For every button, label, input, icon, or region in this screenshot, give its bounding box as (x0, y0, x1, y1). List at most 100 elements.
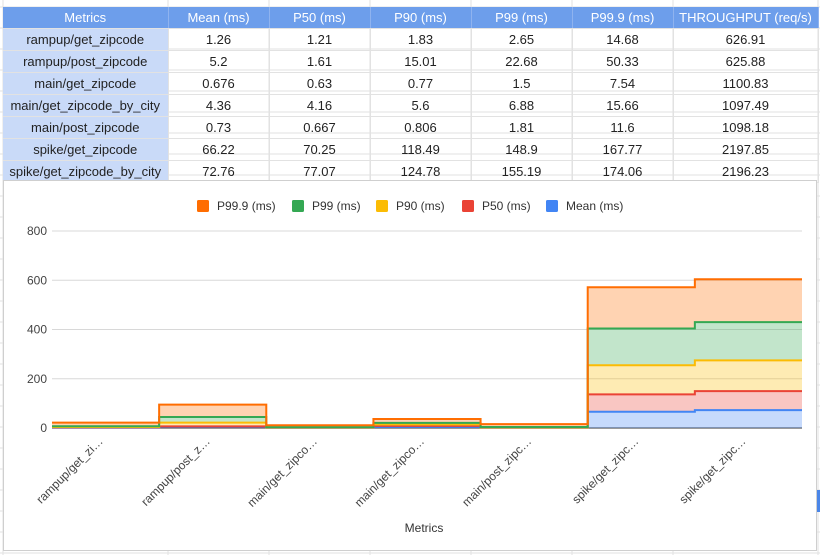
legend-swatch (292, 200, 304, 212)
value-cell[interactable]: 4.16 (269, 94, 371, 117)
value-cell[interactable]: 626.91 (673, 28, 819, 51)
value-cell[interactable]: 0.73 (168, 116, 270, 139)
value-cell[interactable]: 148.9 (471, 138, 573, 161)
value-cell[interactable]: 50.33 (572, 50, 674, 73)
value-cell[interactable]: 14.68 (572, 28, 674, 51)
series-line[interactable] (52, 359, 802, 429)
value-cell[interactable]: 1097.49 (673, 94, 819, 117)
metric-name-cell[interactable]: spike/get_zipcode_by_city (3, 160, 169, 183)
legend-swatch (462, 200, 474, 212)
value-cell[interactable]: 15.01 (370, 50, 472, 73)
legend-label: P50 (ms) (482, 199, 531, 213)
legend-item[interactable]: Mean (ms) (546, 199, 623, 213)
series-area[interactable] (52, 410, 802, 428)
value-cell[interactable]: 11.6 (572, 116, 674, 139)
value-cell[interactable]: 1.61 (269, 50, 371, 73)
x-tick-label: spike/get_zipc… (569, 434, 641, 506)
series-area[interactable] (52, 360, 802, 428)
legend-item[interactable]: P90 (ms) (376, 199, 445, 213)
value-cell[interactable]: 155.19 (471, 160, 573, 183)
table-row: rampup/get_zipcode 1.26 1.21 1.83 2.65 14.68 6… (3, 28, 819, 51)
value-cell[interactable]: 5.6 (370, 94, 472, 117)
series-area[interactable] (52, 322, 802, 428)
series-line[interactable] (52, 390, 802, 429)
value-cell[interactable]: 0.77 (370, 72, 472, 95)
value-cell[interactable]: 1098.18 (673, 116, 819, 139)
chart-panel[interactable]: 0 200 400 600 800 rampup/get_zi… rampup/post_z… (3, 180, 817, 551)
value-cell[interactable]: 1100.83 (673, 72, 819, 95)
metric-name-cell[interactable]: main/get_zipcode_by_city (3, 94, 169, 117)
metric-name-cell[interactable]: rampup/post_zipcode (3, 50, 169, 73)
value-cell[interactable]: 5.2 (168, 50, 270, 73)
legend-label: P99.9 (ms) (217, 199, 276, 213)
x-tick-label: main/post_zipc… (459, 434, 534, 509)
chart-resize-handle[interactable] (817, 490, 820, 512)
value-cell[interactable]: 0.676 (168, 72, 270, 95)
metric-name-cell[interactable]: main/get_zipcode (3, 72, 169, 95)
series-line[interactable] (52, 321, 802, 429)
table-row: main/get_zipcode 0.676 0.63 0.77 1.5 7.54 1100… (3, 72, 819, 95)
value-cell[interactable]: 1.5 (471, 72, 573, 95)
metric-name-cell[interactable]: rampup/get_zipcode (3, 28, 169, 51)
table-header-row: Metrics Mean (ms) P50 (ms) P90 (ms) P99 (ms)… (3, 7, 819, 29)
legend-label: P99 (ms) (312, 199, 361, 213)
value-cell[interactable]: 22.68 (471, 50, 573, 73)
y-tick-label: 800 (27, 224, 47, 238)
column-header[interactable]: P90 (ms) (370, 7, 472, 29)
column-header[interactable]: Metrics (3, 7, 169, 29)
value-cell[interactable]: 7.54 (572, 72, 674, 95)
table-row: main/post_zipcode 0.73 0.667 0.806 1.81 11.6 1… (3, 116, 819, 139)
table-row: spike/get_zipcode 66.22 70.25 118.49 148.9 16… (3, 138, 819, 161)
x-axis-title: Metrics (405, 521, 444, 535)
value-cell[interactable]: 66.22 (168, 138, 270, 161)
legend-item[interactable]: P50 (ms) (462, 199, 531, 213)
x-tick-label: rampup/get_zi… (34, 434, 106, 506)
legend-label: P90 (ms) (396, 199, 445, 213)
legend-swatch (197, 200, 209, 212)
value-cell[interactable]: 167.77 (572, 138, 674, 161)
table-row: spike/get_zipcode_by_city 72.76 77.07 124.7… (3, 160, 819, 183)
series-area[interactable] (52, 279, 802, 428)
metrics-table: Metrics Mean (ms) P50 (ms) P90 (ms) P99 (ms)… (3, 7, 819, 183)
value-cell[interactable]: 1.21 (269, 28, 371, 51)
value-cell[interactable]: 2197.85 (673, 138, 819, 161)
value-cell[interactable]: 625.88 (673, 50, 819, 73)
column-header[interactable]: P99.9 (ms) (572, 7, 674, 29)
y-tick-label: 400 (27, 323, 47, 337)
y-tick-label: 600 (27, 273, 47, 287)
metric-name-cell[interactable]: main/post_zipcode (3, 116, 169, 139)
value-cell[interactable]: 1.81 (471, 116, 573, 139)
column-header[interactable]: THROUGHPUT (req/s) (673, 7, 819, 29)
column-header[interactable]: P99 (ms) (471, 7, 573, 29)
value-cell[interactable]: 4.36 (168, 94, 270, 117)
value-cell[interactable]: 0.667 (269, 116, 371, 139)
y-tick-label: 0 (40, 421, 47, 435)
value-cell[interactable]: 6.88 (471, 94, 573, 117)
legend-item[interactable]: P99.9 (ms) (197, 199, 276, 213)
column-header[interactable]: P50 (ms) (269, 7, 371, 29)
legend-label: Mean (ms) (566, 199, 623, 213)
metric-name-cell[interactable]: spike/get_zipcode (3, 138, 169, 161)
value-cell[interactable]: 174.06 (572, 160, 674, 183)
value-cell[interactable]: 0.63 (269, 72, 371, 95)
x-tick-label: main/get_zipco… (245, 434, 320, 509)
legend-swatch (376, 200, 388, 212)
x-tick-label: spike/get_zipc… (676, 434, 748, 506)
value-cell[interactable]: 1.26 (168, 28, 270, 51)
value-cell[interactable]: 0.806 (370, 116, 472, 139)
table-row: main/get_zipcode_by_city 4.36 4.16 5.6 6.88 1… (3, 94, 819, 117)
stacked-area-chart[interactable]: 0 200 400 600 800 rampup/get_zi… rampup/post_z… (4, 181, 818, 552)
legend-swatch (546, 200, 558, 212)
x-tick-label: main/get_zipco… (352, 434, 427, 509)
value-cell[interactable]: 1.83 (370, 28, 472, 51)
column-header[interactable]: Mean (ms) (168, 7, 270, 29)
value-cell[interactable]: 118.49 (370, 138, 472, 161)
table-row: rampup/post_zipcode 5.2 1.61 15.01 22.68 50.3… (3, 50, 819, 73)
value-cell[interactable]: 2.65 (471, 28, 573, 51)
legend-item[interactable]: P99 (ms) (292, 199, 361, 213)
value-cell[interactable]: 15.66 (572, 94, 674, 117)
x-tick-label: rampup/post_z… (138, 434, 213, 509)
series-area[interactable] (52, 391, 802, 428)
series-line[interactable] (52, 278, 802, 427)
value-cell[interactable]: 70.25 (269, 138, 371, 161)
